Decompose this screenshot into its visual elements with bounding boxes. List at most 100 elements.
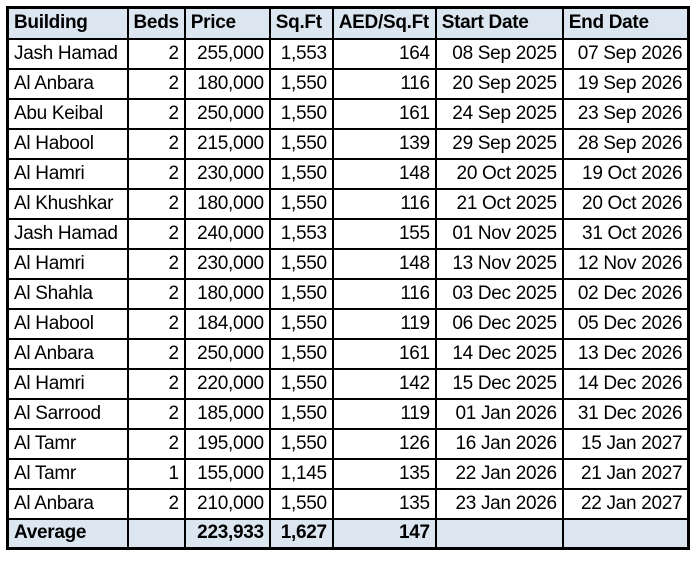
end-date-cell[interactable]: 23 Sep 2026 <box>561 97 690 130</box>
aed-per-sqft-cell[interactable]: 135 <box>331 457 437 490</box>
start-date-cell[interactable]: 06 Dec 2025 <box>434 307 564 340</box>
average-label-cell[interactable]: Average <box>6 517 129 550</box>
sqft-cell[interactable]: 1,550 <box>268 187 334 220</box>
end-date-cell[interactable]: 15 Jan 2027 <box>561 427 690 460</box>
sqft-cell[interactable]: 1,553 <box>268 37 334 70</box>
sqft-cell[interactable]: 1,553 <box>268 217 334 250</box>
aed-per-sqft-cell[interactable]: 119 <box>331 397 437 430</box>
price-cell[interactable]: 220,000 <box>183 367 271 400</box>
end-date-cell[interactable]: 19 Sep 2026 <box>561 67 690 100</box>
start-date-cell[interactable]: 23 Jan 2026 <box>434 487 564 520</box>
building-cell[interactable]: Al Tamr <box>6 457 129 490</box>
beds-cell[interactable]: 2 <box>126 157 186 190</box>
beds-cell[interactable]: 2 <box>126 97 186 130</box>
start-date-cell[interactable]: 20 Sep 2025 <box>434 67 564 100</box>
aed-per-sqft-cell[interactable]: 161 <box>331 337 437 370</box>
sqft-cell[interactable]: 1,550 <box>268 97 334 130</box>
column-header-start-date[interactable]: Start Date <box>434 6 564 40</box>
price-cell[interactable]: 184,000 <box>183 307 271 340</box>
start-date-cell[interactable]: 20 Oct 2025 <box>434 157 564 190</box>
price-cell[interactable]: 185,000 <box>183 397 271 430</box>
price-cell[interactable]: 155,000 <box>183 457 271 490</box>
average-beds-cell[interactable] <box>126 517 186 550</box>
start-date-cell[interactable]: 16 Jan 2026 <box>434 427 564 460</box>
beds-cell[interactable]: 2 <box>126 277 186 310</box>
sqft-cell[interactable]: 1,550 <box>268 247 334 280</box>
column-header-building[interactable]: Building <box>6 6 129 40</box>
beds-cell[interactable]: 2 <box>126 127 186 160</box>
building-cell[interactable]: Al Hamri <box>6 367 129 400</box>
aed-per-sqft-cell[interactable]: 148 <box>331 157 437 190</box>
end-date-cell[interactable]: 21 Jan 2027 <box>561 457 690 490</box>
start-date-cell[interactable]: 13 Nov 2025 <box>434 247 564 280</box>
start-date-cell[interactable]: 01 Nov 2025 <box>434 217 564 250</box>
beds-cell[interactable]: 2 <box>126 187 186 220</box>
end-date-cell[interactable]: 19 Oct 2026 <box>561 157 690 190</box>
end-date-cell[interactable]: 31 Oct 2026 <box>561 217 690 250</box>
end-date-cell[interactable]: 28 Sep 2026 <box>561 127 690 160</box>
sqft-cell[interactable]: 1,145 <box>268 457 334 490</box>
average-price-cell[interactable]: 223,933 <box>183 517 271 550</box>
beds-cell[interactable]: 2 <box>126 397 186 430</box>
column-header-price[interactable]: Price <box>183 6 271 40</box>
building-cell[interactable]: Al Tamr <box>6 427 129 460</box>
start-date-cell[interactable]: 01 Jan 2026 <box>434 397 564 430</box>
average-end-date-cell[interactable] <box>561 517 690 550</box>
end-date-cell[interactable]: 14 Dec 2026 <box>561 367 690 400</box>
building-cell[interactable]: Al Anbara <box>6 337 129 370</box>
beds-cell[interactable]: 2 <box>126 37 186 70</box>
aed-per-sqft-cell[interactable]: 119 <box>331 307 437 340</box>
price-cell[interactable]: 250,000 <box>183 337 271 370</box>
sqft-cell[interactable]: 1,550 <box>268 67 334 100</box>
building-cell[interactable]: Al Habool <box>6 127 129 160</box>
aed-per-sqft-cell[interactable]: 155 <box>331 217 437 250</box>
price-cell[interactable]: 210,000 <box>183 487 271 520</box>
sqft-cell[interactable]: 1,550 <box>268 487 334 520</box>
column-header-end-date[interactable]: End Date <box>561 6 690 40</box>
beds-cell[interactable]: 1 <box>126 457 186 490</box>
sqft-cell[interactable]: 1,550 <box>268 337 334 370</box>
sqft-cell[interactable]: 1,550 <box>268 307 334 340</box>
building-cell[interactable]: Al Khushkar <box>6 187 129 220</box>
average-aed-per-sqft-cell[interactable]: 147 <box>331 517 437 550</box>
start-date-cell[interactable]: 24 Sep 2025 <box>434 97 564 130</box>
end-date-cell[interactable]: 20 Oct 2026 <box>561 187 690 220</box>
aed-per-sqft-cell[interactable]: 116 <box>331 277 437 310</box>
end-date-cell[interactable]: 31 Dec 2026 <box>561 397 690 430</box>
start-date-cell[interactable]: 29 Sep 2025 <box>434 127 564 160</box>
end-date-cell[interactable]: 12 Nov 2026 <box>561 247 690 280</box>
aed-per-sqft-cell[interactable]: 135 <box>331 487 437 520</box>
building-cell[interactable]: Al Hamri <box>6 247 129 280</box>
price-cell[interactable]: 255,000 <box>183 37 271 70</box>
price-cell[interactable]: 250,000 <box>183 97 271 130</box>
start-date-cell[interactable]: 22 Jan 2026 <box>434 457 564 490</box>
end-date-cell[interactable]: 02 Dec 2026 <box>561 277 690 310</box>
aed-per-sqft-cell[interactable]: 148 <box>331 247 437 280</box>
beds-cell[interactable]: 2 <box>126 307 186 340</box>
end-date-cell[interactable]: 22 Jan 2027 <box>561 487 690 520</box>
start-date-cell[interactable]: 21 Oct 2025 <box>434 187 564 220</box>
start-date-cell[interactable]: 08 Sep 2025 <box>434 37 564 70</box>
aed-per-sqft-cell[interactable]: 116 <box>331 187 437 220</box>
building-cell[interactable]: Al Hamri <box>6 157 129 190</box>
building-cell[interactable]: Abu Keibal <box>6 97 129 130</box>
sqft-cell[interactable]: 1,550 <box>268 277 334 310</box>
end-date-cell[interactable]: 07 Sep 2026 <box>561 37 690 70</box>
price-cell[interactable]: 195,000 <box>183 427 271 460</box>
building-cell[interactable]: Al Sarrood <box>6 397 129 430</box>
start-date-cell[interactable]: 15 Dec 2025 <box>434 367 564 400</box>
column-header-sqft[interactable]: Sq.Ft <box>268 6 334 40</box>
price-cell[interactable]: 180,000 <box>183 67 271 100</box>
sqft-cell[interactable]: 1,550 <box>268 157 334 190</box>
beds-cell[interactable]: 2 <box>126 427 186 460</box>
start-date-cell[interactable]: 03 Dec 2025 <box>434 277 564 310</box>
beds-cell[interactable]: 2 <box>126 217 186 250</box>
aed-per-sqft-cell[interactable]: 139 <box>331 127 437 160</box>
column-header-beds[interactable]: Beds <box>126 6 186 40</box>
sqft-cell[interactable]: 1,550 <box>268 127 334 160</box>
price-cell[interactable]: 230,000 <box>183 247 271 280</box>
sqft-cell[interactable]: 1,550 <box>268 367 334 400</box>
building-cell[interactable]: Al Anbara <box>6 487 129 520</box>
average-start-date-cell[interactable] <box>434 517 564 550</box>
beds-cell[interactable]: 2 <box>126 367 186 400</box>
